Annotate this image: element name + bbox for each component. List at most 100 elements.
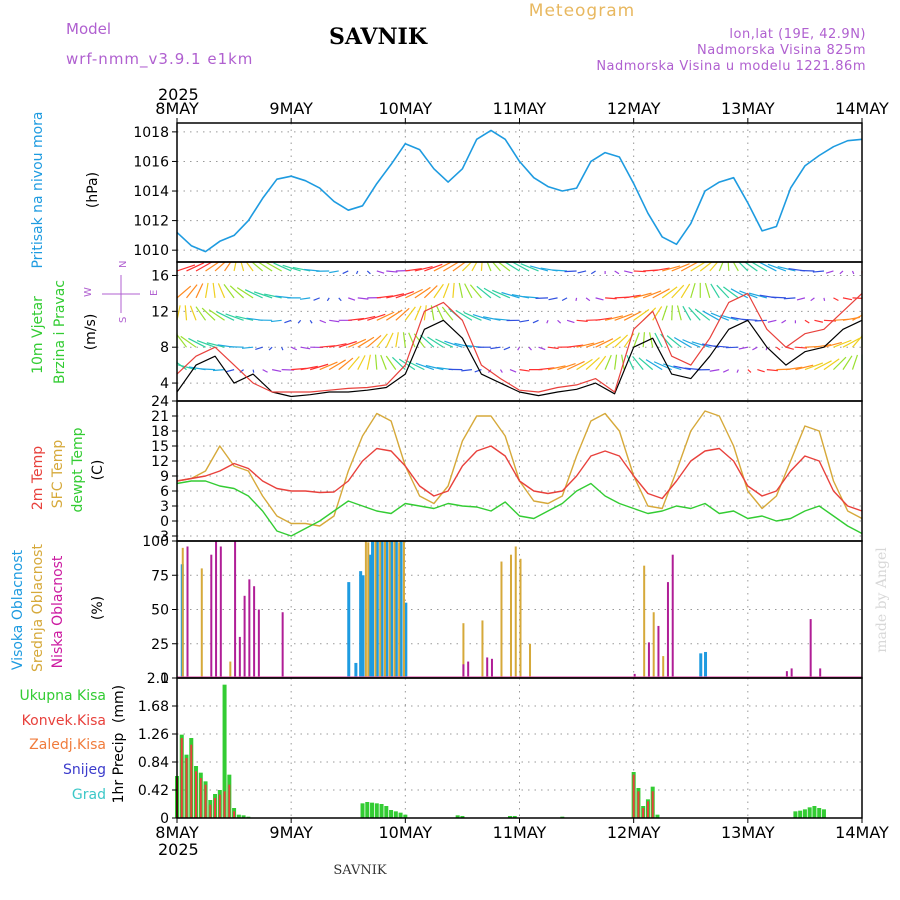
mid-cloud-bar bbox=[367, 542, 370, 678]
wind-arrow bbox=[623, 310, 642, 321]
wind-arrow bbox=[652, 306, 663, 321]
wind-arrow bbox=[716, 284, 730, 299]
wind-arrow bbox=[328, 359, 346, 371]
wind-arrow bbox=[512, 261, 530, 272]
conv-precip-bar bbox=[180, 738, 183, 818]
wind-arrow bbox=[710, 283, 720, 299]
wind-arrow bbox=[604, 315, 623, 321]
wind-arrow bbox=[452, 261, 466, 272]
conv-precip-bar bbox=[632, 774, 635, 818]
wind-arrow bbox=[614, 334, 628, 348]
wind-arrow bbox=[577, 270, 587, 274]
x-tick-label-bottom: 11MAY bbox=[493, 823, 547, 842]
wind-arrow bbox=[699, 261, 713, 272]
mid-cloud-bar bbox=[200, 568, 203, 678]
mid-cloud-bar bbox=[662, 656, 665, 678]
wind-arrow bbox=[595, 317, 613, 321]
wind-arrow bbox=[357, 355, 366, 370]
wind-arrow bbox=[217, 283, 226, 299]
low-cloud-bar bbox=[790, 668, 793, 678]
cloud-title-1: Visoka Oblacnost bbox=[10, 549, 26, 670]
wind-arrow bbox=[538, 346, 546, 351]
mid-cloud-bar bbox=[481, 620, 484, 678]
wind-arrow bbox=[241, 346, 254, 349]
wind-arrow bbox=[385, 332, 394, 348]
wind-arrow bbox=[509, 369, 517, 373]
wind-arrow bbox=[212, 369, 225, 372]
legend-conv: Konvek.Kisa bbox=[22, 713, 106, 729]
wind-arrow bbox=[265, 261, 282, 272]
wind-arrow bbox=[200, 368, 216, 371]
total-precip-bar bbox=[374, 803, 379, 818]
x-tick-label-top: 14MAY bbox=[835, 99, 889, 118]
wind-arrow bbox=[747, 369, 752, 373]
pressure-unit: (hPa) bbox=[85, 172, 101, 208]
low-cloud-bar bbox=[486, 657, 489, 678]
wind-arrow bbox=[823, 341, 842, 348]
wind-arrow bbox=[814, 360, 832, 371]
wind-title-2: Brzina i Pravac bbox=[52, 280, 68, 384]
wind-arrow bbox=[385, 309, 403, 321]
conv-precip-bar bbox=[209, 804, 212, 818]
low-cloud-bar bbox=[257, 609, 260, 678]
x-tick-label-top: 8MAY bbox=[155, 99, 199, 118]
wind-arrow bbox=[566, 360, 585, 371]
wind-arrow bbox=[694, 308, 711, 321]
cloud-title-3: Niska Oblacnost bbox=[50, 555, 66, 668]
wind-arrow bbox=[823, 319, 837, 322]
y-tick-label: 1.68 bbox=[138, 699, 169, 715]
wind-arrow bbox=[273, 262, 292, 272]
wind-arrow bbox=[519, 369, 530, 372]
wind-arrow bbox=[427, 336, 444, 348]
temp-unit: (C) bbox=[90, 460, 106, 481]
wind-arrow bbox=[742, 318, 758, 321]
wind-arrow bbox=[461, 261, 472, 272]
wind-arrow bbox=[195, 261, 213, 272]
wind-arrow bbox=[319, 361, 338, 371]
wind-arrow bbox=[271, 319, 282, 323]
wind-arrow bbox=[671, 305, 673, 321]
wind-arrow bbox=[486, 261, 492, 272]
mid-cloud-bar bbox=[514, 546, 517, 678]
wind-arrow bbox=[367, 313, 386, 321]
dir-east: E bbox=[149, 290, 160, 296]
wind-arrow bbox=[730, 288, 749, 299]
wind-arrow bbox=[476, 285, 492, 299]
temp-title-1: 2m Temp bbox=[30, 446, 46, 510]
y-tick-label: -3 bbox=[155, 529, 169, 545]
wind-arrow bbox=[313, 297, 320, 301]
y-tick-label: 9 bbox=[160, 469, 169, 485]
elevation-label: Nadmorska Visina 825m bbox=[697, 43, 866, 58]
wind-arrow bbox=[282, 264, 301, 272]
wind-arrow bbox=[499, 369, 503, 373]
wind-arrow bbox=[435, 338, 454, 348]
wind-arrow bbox=[414, 305, 422, 321]
wind-arrow bbox=[727, 261, 730, 272]
wind-arrow bbox=[642, 290, 662, 299]
wind-arrow bbox=[842, 337, 861, 348]
wind-arrow bbox=[680, 283, 691, 299]
total-precip-bar bbox=[512, 816, 517, 818]
total-precip-bar bbox=[393, 811, 398, 818]
wind-arrow bbox=[529, 265, 549, 272]
wind-arrow bbox=[290, 346, 297, 351]
low-cloud-bar bbox=[253, 586, 256, 678]
wind-arrow bbox=[766, 369, 779, 372]
y-tick-label: 4 bbox=[160, 376, 169, 392]
wind-arrow bbox=[405, 288, 423, 299]
wind-arrow bbox=[519, 319, 530, 323]
x-tick-label-bottom: 14MAY bbox=[835, 823, 889, 842]
wind-title-1: 10m Vjetar bbox=[30, 296, 46, 374]
wind-arrow bbox=[548, 297, 558, 301]
high-cloud-bar bbox=[359, 571, 363, 678]
wind-arrow bbox=[204, 282, 209, 298]
conv-precip-bar bbox=[195, 771, 198, 818]
wind-arrow bbox=[638, 357, 654, 371]
wind-arrow bbox=[414, 286, 431, 299]
wind-arrow bbox=[744, 261, 758, 272]
wind-arrow bbox=[464, 283, 473, 299]
y-tick-label: 100 bbox=[142, 534, 169, 550]
wind-arrow bbox=[804, 362, 824, 371]
temp-title-2: SFC Temp bbox=[50, 440, 66, 509]
